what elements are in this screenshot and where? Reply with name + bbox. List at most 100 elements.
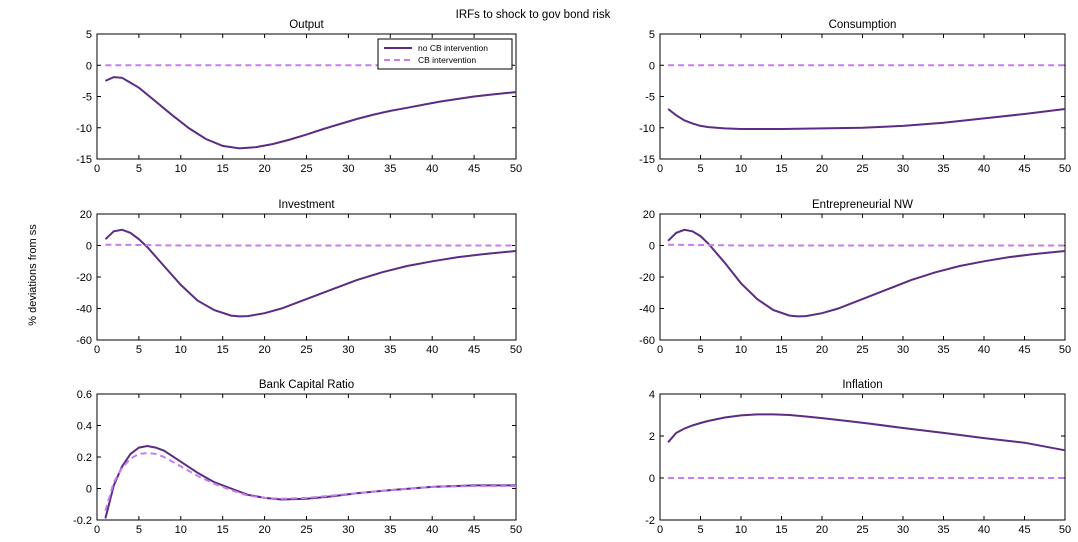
x-tick-label: 30 — [342, 344, 354, 356]
x-tick-label: 25 — [856, 344, 868, 356]
y-tick-label: -5 — [82, 92, 92, 104]
x-tick-label: 10 — [175, 524, 187, 536]
x-tick-label: 30 — [342, 524, 354, 536]
x-tick-label: 35 — [384, 163, 396, 175]
legend: no CB intervention CB intervention — [377, 38, 513, 70]
x-tick-label: 20 — [816, 163, 828, 175]
panel-1: Output 0 5 10 15 20 25 30 35 40 45 50 -15 -10 -5 0 5 no C… — [76, 19, 522, 175]
x-tick-label: 50 — [1059, 163, 1071, 175]
panel-title: Consumption — [829, 19, 897, 31]
x-tick-label: 50 — [510, 344, 522, 356]
figure-suptitle: IRFs to shock to gov bond risk — [456, 9, 611, 21]
x-tick-label: 20 — [816, 524, 828, 536]
x-tick-label: 20 — [816, 344, 828, 356]
series-line-cb-intervention — [668, 243, 1065, 247]
x-tick-label: 20 — [258, 524, 270, 536]
y-tick-label: -40 — [76, 304, 92, 316]
panel-5: Bank Capital Ratio 0 5 10 15 20 25 30 35 40 45 50 -0… — [73, 379, 522, 536]
y-tick-label: -60 — [76, 335, 92, 347]
y-tick-label: -0.2 — [73, 515, 92, 527]
x-tick-label: 40 — [426, 524, 438, 536]
panel-title: Investment — [278, 199, 335, 211]
x-tick-label: 30 — [897, 344, 909, 356]
legend-box — [377, 38, 513, 70]
x-tick-label: 35 — [384, 524, 396, 536]
x-tick-label: 25 — [856, 163, 868, 175]
x-tick-label: 45 — [1018, 163, 1030, 175]
y-tick-label: 2 — [649, 431, 655, 443]
series-line-no-cb-intervention — [667, 413, 1066, 452]
series-line-cb-intervention — [104, 452, 516, 511]
x-tick-label: 50 — [1059, 524, 1071, 536]
y-tick-label: -20 — [76, 272, 92, 284]
y-tick-label: -2 — [645, 515, 655, 527]
x-tick-label: 0 — [657, 163, 663, 175]
panel-4: Entrepreneurial NW 0 5 10 15 20 25 30 35 40 45 50 -6… — [639, 199, 1071, 356]
x-tick-label: 35 — [937, 524, 949, 536]
panel-title: Bank Capital Ratio — [259, 379, 354, 391]
x-tick-label: 5 — [697, 524, 703, 536]
y-tick-label: 0 — [86, 241, 92, 253]
axes-box — [659, 33, 1066, 160]
y-tick-label: -60 — [639, 335, 655, 347]
y-tick-label: -5 — [645, 92, 655, 104]
panel-title: Inflation — [842, 379, 882, 391]
x-tick-label: 15 — [217, 344, 229, 356]
x-tick-label: 40 — [978, 524, 990, 536]
y-tick-label: 5 — [86, 29, 92, 41]
y-tick-label: 20 — [643, 209, 655, 221]
x-tick-label: 15 — [775, 344, 787, 356]
y-tick-label: 0 — [649, 473, 655, 485]
x-tick-label: 5 — [697, 344, 703, 356]
x-tick-label: 40 — [978, 344, 990, 356]
axes-box — [659, 213, 1066, 341]
x-tick-label: 5 — [136, 524, 142, 536]
x-tick-label: 25 — [300, 524, 312, 536]
axes-box — [96, 393, 517, 521]
x-tick-label: 10 — [735, 163, 747, 175]
y-tick-label: -15 — [639, 154, 655, 166]
panel-2: Consumption 0 5 10 15 20 25 30 35 40 45 50 -15 -10 -5 0… — [639, 19, 1071, 175]
x-tick-label: 25 — [300, 344, 312, 356]
x-tick-label: 0 — [94, 163, 100, 175]
y-tick-label: 20 — [80, 209, 92, 221]
x-tick-label: 50 — [510, 524, 522, 536]
y-tick-label: 0.6 — [77, 389, 92, 401]
x-tick-label: 25 — [300, 163, 312, 175]
x-tick-label: 45 — [1018, 344, 1030, 356]
legend-label: no CB intervention — [418, 43, 488, 53]
x-tick-label: 40 — [426, 163, 438, 175]
x-tick-label: 50 — [1059, 344, 1071, 356]
x-tick-label: 15 — [775, 524, 787, 536]
x-tick-label: 30 — [342, 163, 354, 175]
x-tick-label: 45 — [468, 344, 480, 356]
x-tick-label: 45 — [1018, 524, 1030, 536]
figure-ylabel: % deviations from ss — [27, 224, 39, 326]
x-tick-label: 40 — [426, 344, 438, 356]
x-tick-label: 30 — [897, 163, 909, 175]
series-line-no-cb-intervention — [104, 76, 517, 150]
axes-box — [96, 213, 517, 341]
y-tick-label: 4 — [649, 389, 655, 401]
y-tick-label: 0.2 — [77, 452, 92, 464]
series-line-no-cb-intervention — [667, 228, 1066, 318]
x-tick-label: 0 — [657, 524, 663, 536]
x-tick-label: 45 — [468, 163, 480, 175]
y-tick-label: -10 — [76, 123, 92, 135]
x-tick-label: 30 — [897, 524, 909, 536]
x-tick-label: 10 — [175, 344, 187, 356]
x-tick-label: 15 — [775, 163, 787, 175]
x-tick-label: 5 — [136, 344, 142, 356]
series-line-no-cb-intervention — [104, 444, 516, 519]
panel-3: Investment 0 5 10 15 20 25 30 35 40 45 50 -60 -40 -20 0… — [76, 199, 522, 356]
y-tick-label: 0 — [86, 60, 92, 72]
y-tick-label: 0 — [649, 241, 655, 253]
x-tick-label: 40 — [978, 163, 990, 175]
x-tick-label: 0 — [657, 344, 663, 356]
x-tick-label: 50 — [510, 163, 522, 175]
series-line-no-cb-intervention — [667, 108, 1066, 130]
x-tick-label: 35 — [937, 344, 949, 356]
x-tick-label: 10 — [735, 524, 747, 536]
y-tick-label: 0.4 — [77, 421, 92, 433]
